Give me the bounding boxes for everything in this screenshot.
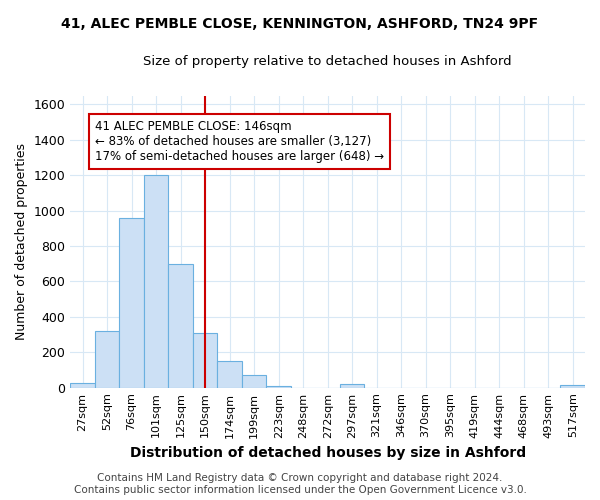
Bar	[169, 264, 193, 388]
Bar	[217, 361, 242, 388]
Bar	[193, 333, 217, 388]
Text: 41 ALEC PEMBLE CLOSE: 146sqm
← 83% of detached houses are smaller (3,127)
17% of: 41 ALEC PEMBLE CLOSE: 146sqm ← 83% of de…	[95, 120, 384, 164]
Title: Size of property relative to detached houses in Ashford: Size of property relative to detached ho…	[143, 55, 512, 68]
Bar	[95, 331, 119, 388]
Bar	[340, 384, 364, 388]
Bar	[242, 375, 266, 388]
Text: Contains HM Land Registry data © Crown copyright and database right 2024.
Contai: Contains HM Land Registry data © Crown c…	[74, 474, 526, 495]
Bar	[144, 175, 169, 388]
Bar	[119, 218, 144, 388]
X-axis label: Distribution of detached houses by size in Ashford: Distribution of detached houses by size …	[130, 446, 526, 460]
Bar	[70, 384, 95, 388]
Text: 41, ALEC PEMBLE CLOSE, KENNINGTON, ASHFORD, TN24 9PF: 41, ALEC PEMBLE CLOSE, KENNINGTON, ASHFO…	[61, 18, 539, 32]
Y-axis label: Number of detached properties: Number of detached properties	[15, 143, 28, 340]
Bar	[266, 386, 291, 388]
Bar	[560, 385, 585, 388]
